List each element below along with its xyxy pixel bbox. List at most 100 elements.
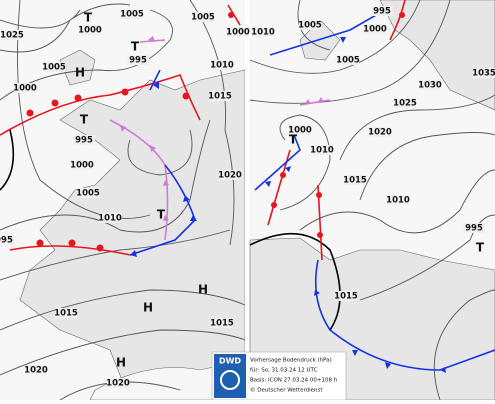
isobar-label: 1005 bbox=[120, 10, 144, 20]
isobar-bold bbox=[0, 129, 15, 191]
label-bg bbox=[71, 160, 93, 170]
label-bg bbox=[0, 235, 15, 245]
isobar-label: 1000 bbox=[13, 84, 37, 94]
label-bg bbox=[79, 25, 101, 35]
pressure-center: H bbox=[143, 301, 153, 315]
label-bg bbox=[127, 55, 149, 65]
occluded-front-symbols bbox=[305, 97, 324, 104]
isobar-label: 995 bbox=[465, 224, 483, 234]
isobar-label: 1035 bbox=[472, 69, 495, 79]
legend: DWD Vorhersage Bodendruck (hPa) für: So, 3… bbox=[211, 351, 347, 401]
isobar-label: 1015 bbox=[343, 176, 367, 186]
occluded-front-symbols bbox=[120, 36, 169, 221]
label-bg bbox=[394, 98, 416, 108]
label-bg bbox=[227, 27, 249, 37]
warm-front-symbols bbox=[26, 12, 234, 252]
label-bg bbox=[364, 24, 386, 34]
isobar-label: 1010 bbox=[386, 196, 410, 206]
label-bg bbox=[77, 188, 99, 198]
label-bg bbox=[211, 60, 233, 70]
isobar-label: 1025 bbox=[393, 99, 417, 109]
pressure-center: H bbox=[75, 66, 85, 80]
isobar-label: 1010 bbox=[98, 214, 122, 224]
label-bg bbox=[211, 318, 233, 328]
isobars bbox=[0, 0, 246, 401]
label-bg bbox=[192, 12, 214, 22]
isobar-label: 995 bbox=[0, 236, 13, 246]
label-bg bbox=[252, 27, 274, 37]
isobar-label: 1010 bbox=[210, 61, 234, 71]
label-bg bbox=[25, 365, 47, 375]
isobars bbox=[249, 0, 495, 401]
isobar-label: 1010 bbox=[310, 146, 334, 156]
pressure-center: T bbox=[131, 40, 140, 54]
legend-line: für: So, 31.03.24 12 UTC bbox=[250, 368, 318, 374]
pressure-center: T bbox=[84, 11, 93, 25]
legend-line: Vorhersage Bodendruck (hPa) bbox=[250, 358, 332, 364]
isobar-label: 1020 bbox=[24, 366, 48, 376]
isobar-label: 995 bbox=[75, 136, 93, 146]
label-bg bbox=[419, 80, 441, 90]
label-bg bbox=[73, 135, 95, 145]
isobar-label: 1005 bbox=[336, 56, 360, 66]
label-bg bbox=[107, 378, 129, 388]
divider bbox=[245, 0, 250, 400]
cold-front-symbols bbox=[130, 81, 197, 257]
isobar-label: 1015 bbox=[334, 292, 358, 302]
label-bg bbox=[1, 30, 23, 40]
label-bg bbox=[335, 291, 357, 301]
label-bg bbox=[299, 20, 321, 30]
isobar-label: 1020 bbox=[368, 128, 392, 138]
warm-front bbox=[9, 245, 131, 256]
label-bg bbox=[344, 175, 366, 185]
isobar-label: 1000 bbox=[363, 25, 387, 35]
isobar-label: 1000 bbox=[78, 26, 102, 36]
label-bg bbox=[55, 308, 77, 318]
pressure-center: T bbox=[289, 133, 298, 147]
isobar-bold bbox=[249, 232, 341, 331]
left-map bbox=[0, 0, 246, 401]
pressure-center: T bbox=[80, 113, 89, 127]
label-bg bbox=[463, 223, 485, 233]
dwd-logo-text: DWD bbox=[219, 357, 241, 366]
label-bg bbox=[209, 91, 231, 101]
label-bg bbox=[289, 125, 311, 135]
pressure-center: T bbox=[157, 208, 166, 222]
isobar-label: 1015 bbox=[54, 309, 78, 319]
land bbox=[379, 0, 495, 111]
isobar-label: 1015 bbox=[208, 92, 232, 102]
legend-line: © Deutscher Wetterdienst bbox=[250, 387, 323, 394]
label-bg bbox=[311, 145, 333, 155]
isobar-label: 1005 bbox=[42, 63, 66, 73]
isobar-label: 995 bbox=[129, 56, 147, 66]
isobar-label: 1000 bbox=[288, 126, 312, 136]
label-bg bbox=[121, 9, 143, 19]
isobar-label: 995 bbox=[373, 7, 391, 17]
label-bg bbox=[387, 195, 409, 205]
isobar-label: 1000 bbox=[226, 28, 250, 38]
label-bg bbox=[43, 62, 65, 72]
label-bg bbox=[99, 213, 121, 223]
isobar-label: 1010 bbox=[251, 28, 275, 38]
label-bg bbox=[371, 6, 393, 16]
cold-front-symbols bbox=[265, 37, 446, 373]
label-bg bbox=[369, 127, 391, 137]
isobar-label: 1020 bbox=[218, 171, 242, 181]
isobar-label: 1005 bbox=[191, 13, 215, 23]
dwd-logo-swirl bbox=[220, 370, 240, 390]
isobar-label: 1005 bbox=[76, 189, 100, 199]
isobar-label: 1025 bbox=[0, 31, 24, 41]
legend-line: Basis: ICON 27.03.24 00+108 h bbox=[250, 378, 338, 384]
dwd-logo bbox=[214, 354, 246, 398]
warm-front-symbols bbox=[271, 12, 405, 238]
label-bg bbox=[219, 170, 241, 180]
label-bg bbox=[14, 83, 36, 93]
isobar-label: 1015 bbox=[210, 319, 234, 329]
isobar-label: 1000 bbox=[70, 161, 94, 171]
label-bg bbox=[337, 55, 359, 65]
isobar-label: 1005 bbox=[298, 21, 322, 31]
right-map bbox=[249, 0, 495, 401]
pressure-center: H bbox=[198, 283, 208, 297]
isobar-label: 1030 bbox=[418, 81, 442, 91]
